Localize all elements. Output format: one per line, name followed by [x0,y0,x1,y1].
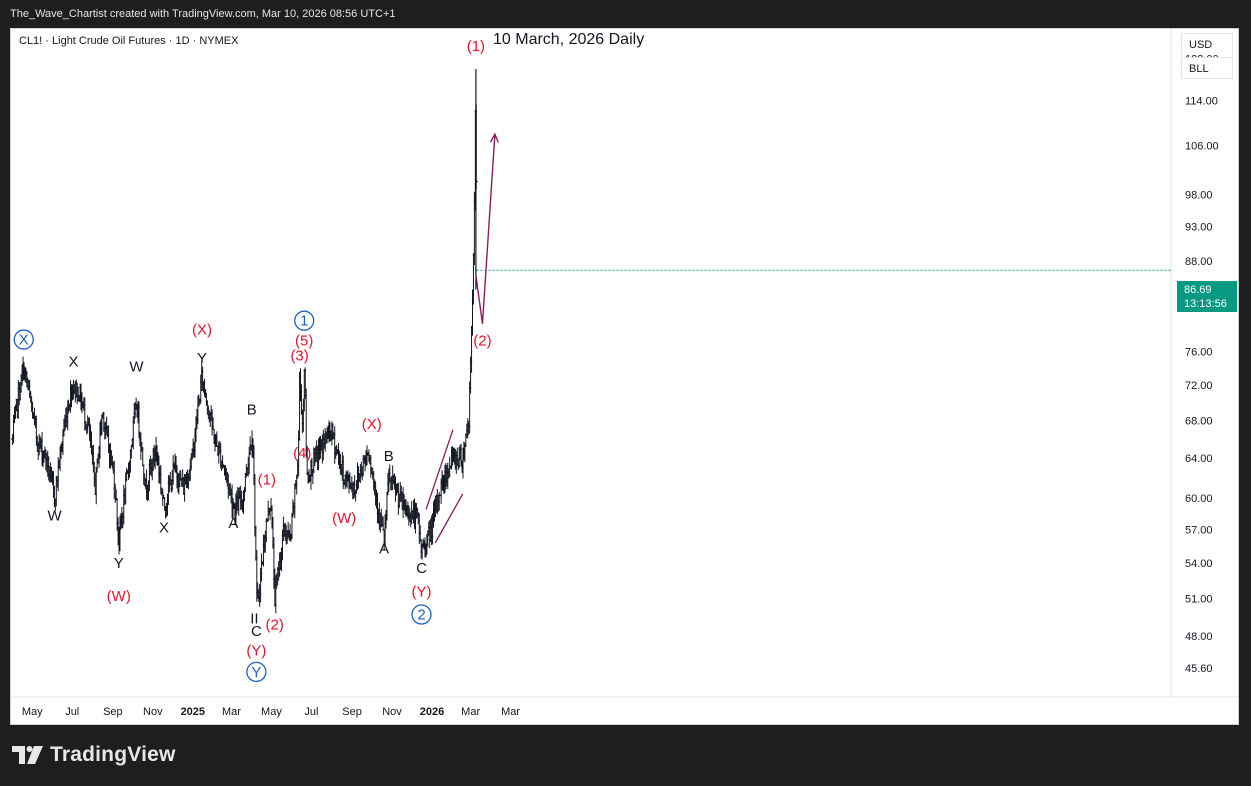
last-price-value: 86.69 [1184,284,1212,296]
wave-label: B [384,448,394,465]
wave-label: (1) [467,38,485,55]
wave-label: Y [197,350,207,367]
wave-label-circle [294,310,315,331]
tradingview-brand: TradingView [50,743,176,766]
y-tick-label: 76.00 [1185,347,1213,359]
wave-label: C [416,560,427,577]
y-tick-label: 64.00 [1185,453,1213,465]
y-tick-label: 51.00 [1185,594,1213,606]
x-tick-label: Sep [103,706,123,718]
chart-canvas[interactable]: 122.00114.00106.0098.0093.0088.0082.0076… [11,29,1238,724]
wave-label: (1) [258,472,276,489]
tradingview-logo[interactable]: TradingView [12,740,176,770]
x-tick-label: Jul [65,706,79,718]
x-tick-label: Mar [222,706,241,718]
x-tick-label: May [261,706,282,718]
attribution-bar: The_Wave_Chartist created with TradingVi… [0,0,1251,28]
x-tick-label: Nov [143,706,163,718]
wave-label: (Y) [412,583,432,600]
x-tick-label: Jul [304,706,318,718]
last-price-tag: 86.69 13:13:56 [1177,281,1237,312]
wave-label: 2 [417,607,425,624]
projection-path [475,134,496,324]
wave-label: (X) [192,321,212,338]
wave-label-circle [411,604,432,625]
symbol-info[interactable]: CL1! · Light Crude Oil Futures · 1D · NY… [19,35,239,47]
chart-frame[interactable]: 122.00114.00106.0098.0093.0088.0082.0076… [10,28,1239,725]
wave-label: W [129,358,144,375]
projection-arrowhead [489,132,499,143]
x-tick-label: Sep [342,706,362,718]
unit-button[interactable]: BLL [1181,57,1233,79]
x-tick-label: 2025 [181,706,205,718]
currency-button[interactable]: USD [1181,33,1233,55]
y-tick-label: 114.00 [1185,96,1218,108]
wave-label: (3) [290,348,308,365]
y-tick-label: 68.00 [1185,415,1213,427]
wave-label: X [19,332,29,349]
wave-label: A [379,540,389,557]
bar-countdown: 13:13:56 [1184,298,1227,310]
channel-lower-line [434,493,464,544]
x-tick-label: 2026 [420,706,444,718]
y-tick-label: 60.00 [1185,493,1213,505]
wave-label: Y [251,664,261,681]
y-tick-label: 48.00 [1185,631,1213,643]
wave-label: (2) [473,332,491,349]
channel-upper-line [425,429,454,510]
wave-label: X [69,354,79,371]
wave-label: (X) [362,416,382,433]
wave-label: (4) [293,445,311,462]
wave-label-circle [246,661,267,683]
wave-label: W [47,508,62,525]
y-tick-label: 72.00 [1185,380,1213,392]
wave-label: (2) [266,617,284,634]
tradingview-logo-icon [12,746,43,764]
wave-label: (W) [107,588,131,605]
wave-label: (5) [295,332,313,349]
chart-title: 10 March, 2026 Daily [493,31,645,48]
y-tick-label: 98.00 [1185,189,1213,201]
x-tick-label: Mar [501,706,520,718]
wave-label-circle [13,329,34,350]
x-tick-label: May [22,706,43,718]
wave-label: (W) [332,510,356,527]
y-tick-label: 57.00 [1185,525,1213,537]
wave-label: 1 [300,313,308,330]
wave-label: II [250,610,258,627]
y-tick-label: 54.00 [1185,558,1213,570]
y-tick-label: 88.00 [1185,256,1213,268]
wave-label: A [228,515,238,532]
x-tick-label: Nov [382,706,402,718]
wave-label: X [159,520,169,537]
wave-label: Y [114,555,124,572]
wave-label: C [251,623,262,640]
wave-label: B [247,402,257,419]
y-tick-label: 93.00 [1185,222,1213,234]
attribution-text: The_Wave_Chartist created with TradingVi… [10,8,396,20]
x-tick-label: Mar [461,706,480,718]
y-tick-label: 106.00 [1185,141,1219,153]
wave-label: (Y) [246,642,266,659]
y-tick-label: 45.60 [1185,663,1213,675]
